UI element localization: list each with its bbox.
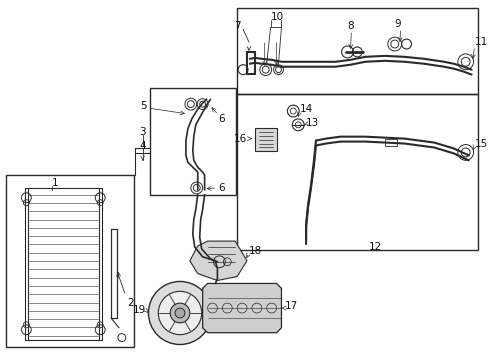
Polygon shape [202,283,281,333]
Circle shape [148,282,211,345]
Bar [384,139,396,145]
Text: 14: 14 [300,104,313,114]
Text: 18: 18 [248,246,262,256]
Text: 4: 4 [139,140,145,150]
Text: 13: 13 [305,118,319,128]
Text: 12: 12 [367,242,381,252]
Text: 2: 2 [126,298,133,308]
Text: 6: 6 [218,114,224,124]
Text: 16: 16 [233,134,246,144]
Text: 11: 11 [473,37,487,47]
Bar [254,128,276,152]
Bar [237,94,477,250]
Text: 15: 15 [473,139,487,149]
Text: 5: 5 [140,101,146,111]
Text: 17: 17 [284,301,297,311]
Bar [5,175,133,347]
Circle shape [158,291,201,335]
Text: 8: 8 [347,21,353,31]
Text: 9: 9 [394,19,401,30]
Bar [150,89,236,195]
Bar [237,8,477,94]
Text: 3: 3 [139,127,145,137]
Text: 19: 19 [133,305,146,315]
Text: 1: 1 [52,178,59,188]
Text: 7: 7 [234,21,241,31]
Circle shape [170,303,189,323]
Text: 6: 6 [218,183,224,193]
Circle shape [175,308,184,318]
Text: 10: 10 [270,13,284,22]
Polygon shape [189,241,246,280]
